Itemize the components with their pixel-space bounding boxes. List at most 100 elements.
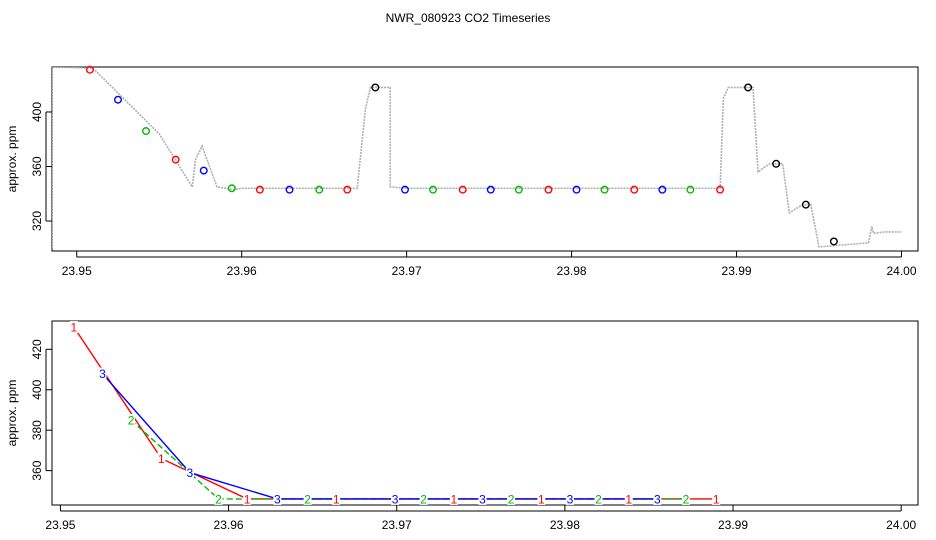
- series-line-2: [130, 419, 686, 500]
- sample-point: [142, 127, 151, 136]
- series-label-bg: [681, 492, 690, 505]
- sample-point: [514, 185, 523, 194]
- y-tick-label: 380: [30, 420, 44, 440]
- x-tick-label: 23.95: [62, 264, 92, 278]
- y-tick-label: 320: [30, 211, 44, 231]
- series-point-label: 2: [420, 492, 427, 506]
- sample-point: [658, 185, 667, 194]
- chart-title: NWR_080923 CO2 Timeseries: [386, 11, 551, 25]
- sample-point: [772, 159, 781, 168]
- series-label-bg: [98, 367, 107, 380]
- sample-point: [255, 185, 264, 194]
- series-label-bg: [185, 466, 194, 479]
- y-tick-label: 400: [30, 379, 44, 399]
- sample-point: [544, 185, 553, 194]
- series-point-label: 1: [333, 492, 340, 506]
- series-label-bg: [127, 414, 136, 427]
- sample-point: [227, 184, 236, 193]
- x-tick-label: 23.98: [550, 518, 580, 532]
- top-plot-frame: [51, 66, 919, 252]
- bottom-panel: approx. ppm 23.95 23.96 23.97 23.98 23.99 24.…: [5, 320, 919, 532]
- series-point-label: 3: [274, 492, 281, 506]
- series-point-label: 2: [128, 414, 135, 428]
- sample-point: [686, 185, 695, 194]
- y-tick-label: 360: [30, 156, 44, 176]
- sample-point: [343, 185, 352, 194]
- x-tick-label: 23.97: [382, 518, 412, 532]
- series-label-bg: [478, 492, 487, 505]
- series-label-bg: [419, 492, 428, 505]
- x-tick-label: 23.99: [722, 264, 752, 278]
- series-label-bg: [214, 492, 223, 505]
- x-tick-label: 23.96: [227, 264, 257, 278]
- series-point-label: 3: [99, 367, 106, 381]
- sample-point: [744, 83, 753, 92]
- series-label-bg: [507, 492, 516, 505]
- sample-point: [458, 185, 467, 194]
- series-point-label: 2: [508, 492, 515, 506]
- series-line-1: [73, 326, 717, 500]
- series-point-label: 3: [567, 492, 574, 506]
- bottom-y-axis-label: approx. ppm: [5, 380, 19, 447]
- x-tick-label: 23.97: [392, 264, 422, 278]
- series-point-label: 1: [713, 492, 720, 506]
- series-point-label: 3: [479, 492, 486, 506]
- x-tick-label: 23.96: [214, 518, 244, 532]
- sample-point: [113, 95, 122, 104]
- top-panel: approx. ppm 23.95 23.96 23.97 23.98 23.99 24.…: [5, 65, 919, 278]
- bottom-axes: 23.95 23.96 23.97 23.98 23.99 24.00 360 380 400 4…: [30, 339, 917, 532]
- series-point-label: 2: [215, 492, 222, 506]
- sample-point: [199, 166, 208, 175]
- series-point-label: 2: [683, 492, 690, 506]
- series-point-label: 3: [187, 466, 194, 480]
- sample-point: [630, 185, 639, 194]
- series-label-bg: [594, 492, 603, 505]
- series-label-bg: [273, 492, 282, 505]
- sample-point: [400, 185, 409, 194]
- sample-point: [285, 185, 294, 194]
- bottom-plot-frame: [51, 320, 919, 506]
- series-label-bg: [624, 492, 633, 505]
- sample-point: [801, 200, 810, 209]
- top-y-axis-label: approx. ppm: [5, 126, 19, 193]
- top-axes: 23.95 23.96 23.97 23.98 23.99 24.00 320 360 400: [30, 102, 917, 278]
- series-point-label: 3: [654, 492, 661, 506]
- x-tick-label: 23.99: [718, 518, 748, 532]
- sample-point: [716, 185, 725, 194]
- sample-point: [486, 185, 495, 194]
- series-label-bg: [332, 492, 341, 505]
- x-tick-label: 23.95: [45, 518, 75, 532]
- series-label-bg: [69, 321, 78, 334]
- series-point-label: 2: [304, 492, 311, 506]
- series-point-label: 1: [71, 321, 78, 335]
- sample-point: [171, 155, 180, 164]
- sample-point: [829, 237, 838, 246]
- series-point-label: 1: [451, 492, 458, 506]
- series-label-bg: [537, 492, 546, 505]
- series-point-label: 3: [392, 492, 399, 506]
- bottom-series-lines: 1 1 1 1 1 1 1 1 2 2 2 2 2 2 2 3 3 3 3 3 3 3: [69, 321, 721, 506]
- series-point-label: 1: [625, 492, 632, 506]
- sample-point: [600, 185, 609, 194]
- series-point-label: 1: [538, 492, 545, 506]
- x-tick-label: 24.00: [886, 264, 916, 278]
- series-label-bg: [243, 492, 252, 505]
- x-tick-label: 24.00: [886, 518, 916, 532]
- series-point-label: 1: [244, 492, 251, 506]
- series-label-bg: [653, 492, 662, 505]
- series-label-bg: [449, 492, 458, 505]
- sample-point: [85, 65, 94, 74]
- series-label-bg: [157, 452, 166, 465]
- series-label-bg: [565, 492, 574, 505]
- sample-point: [315, 185, 324, 194]
- top-sample-points: [85, 65, 838, 246]
- series-point-label: 2: [595, 492, 602, 506]
- y-tick-label: 400: [30, 102, 44, 122]
- sample-point: [572, 185, 581, 194]
- sample-point: [371, 83, 380, 92]
- x-tick-label: 23.98: [557, 264, 587, 278]
- series-point-label: 1: [158, 452, 165, 466]
- top-raw-trace: [52, 67, 902, 249]
